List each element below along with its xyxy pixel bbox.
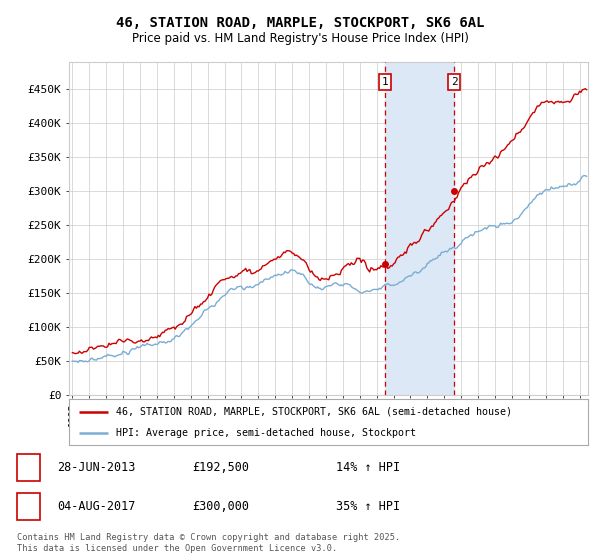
Text: 2: 2 (451, 77, 458, 87)
Text: HPI: Average price, semi-detached house, Stockport: HPI: Average price, semi-detached house,… (116, 428, 416, 438)
Bar (385, 62, 454, 395)
Text: Contains HM Land Registry data © Crown copyright and database right 2025.
This d: Contains HM Land Registry data © Crown c… (17, 533, 400, 553)
Text: Price paid vs. HM Land Registry's House Price Index (HPI): Price paid vs. HM Land Registry's House … (131, 32, 469, 45)
Text: 2: 2 (25, 500, 32, 514)
Text: 04-AUG-2017: 04-AUG-2017 (57, 500, 136, 514)
Text: 1: 1 (25, 461, 32, 474)
Text: 28-JUN-2013: 28-JUN-2013 (57, 461, 136, 474)
Text: 46, STATION ROAD, MARPLE, STOCKPORT, SK6 6AL (semi-detached house): 46, STATION ROAD, MARPLE, STOCKPORT, SK6… (116, 407, 512, 417)
Text: £300,000: £300,000 (192, 500, 249, 514)
Text: 1: 1 (382, 77, 388, 87)
Text: 14% ↑ HPI: 14% ↑ HPI (336, 461, 400, 474)
Text: £192,500: £192,500 (192, 461, 249, 474)
Text: 35% ↑ HPI: 35% ↑ HPI (336, 500, 400, 514)
Text: 46, STATION ROAD, MARPLE, STOCKPORT, SK6 6AL: 46, STATION ROAD, MARPLE, STOCKPORT, SK6… (116, 16, 484, 30)
